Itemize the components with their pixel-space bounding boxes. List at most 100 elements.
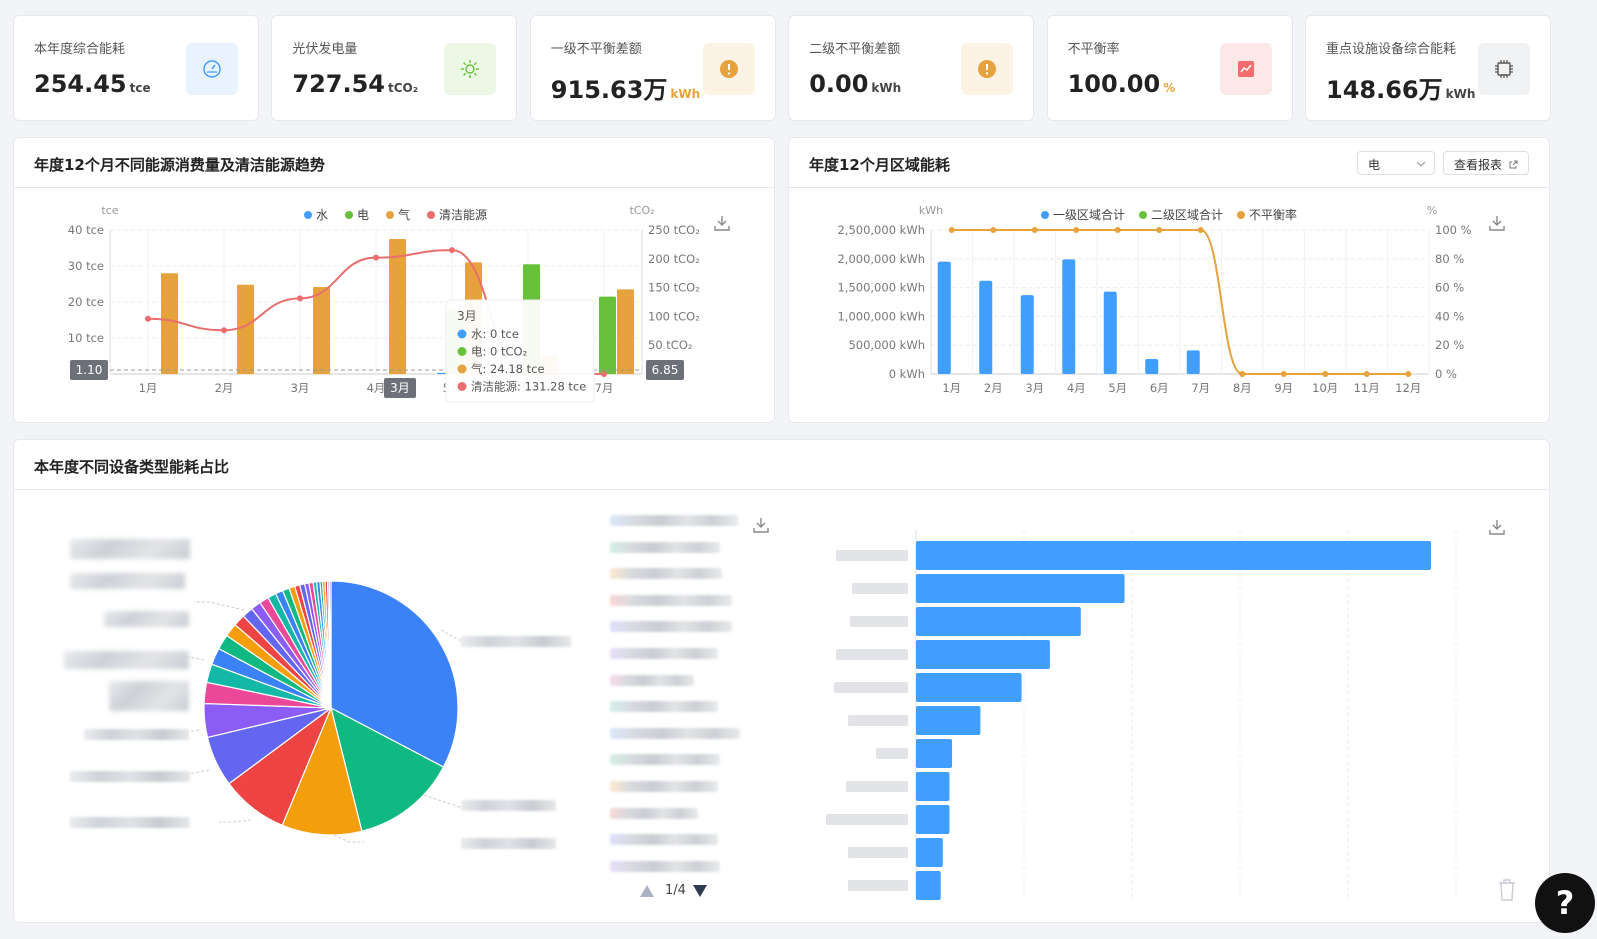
legend-pager: 1/4 [639, 881, 729, 901]
x-tick-label: 3月 [291, 381, 310, 395]
legend-item[interactable] [610, 541, 720, 553]
legend-item[interactable] [610, 674, 694, 686]
bar[interactable] [1103, 291, 1117, 374]
line-point[interactable] [1073, 227, 1080, 233]
pie-slice[interactable] [330, 580, 459, 768]
bar[interactable] [916, 871, 941, 900]
bar[interactable] [617, 289, 634, 374]
legend-marker[interactable] [1041, 211, 1049, 219]
legend-marker[interactable] [345, 211, 353, 219]
svg-text:1.10: 1.10 [76, 363, 103, 377]
bar[interactable] [916, 541, 1431, 570]
y-axis-right-label: % [1427, 204, 1437, 217]
legend-marker[interactable] [1139, 211, 1147, 219]
y-tick-label: 30 tce [68, 259, 104, 273]
bar[interactable] [916, 574, 1125, 603]
line-point[interactable] [990, 227, 997, 233]
divider [14, 187, 774, 188]
line-point[interactable] [221, 327, 227, 334]
legend-item[interactable] [610, 860, 720, 872]
trash-icon[interactable] [1496, 878, 1518, 902]
bar[interactable] [1020, 295, 1034, 374]
legend-label[interactable]: 不平衡率 [1249, 207, 1297, 222]
y-right-tick-label: 40 % [1435, 309, 1464, 323]
bar[interactable] [1145, 359, 1159, 374]
legend-label[interactable]: 气 [398, 207, 410, 222]
legend-item[interactable] [610, 515, 738, 526]
download-icon[interactable] [1489, 216, 1505, 231]
legend-label[interactable]: 二级区域合计 [1151, 207, 1223, 222]
y-right-tick-label: 200 tCO₂ [648, 252, 700, 266]
legend-item[interactable] [610, 834, 718, 846]
y-tick-label: 1,500,000 kWh [837, 281, 925, 295]
legend-item[interactable] [610, 621, 732, 633]
page-down-icon[interactable] [692, 883, 708, 899]
pie-slice[interactable] [281, 706, 363, 836]
legend-label[interactable]: 一级区域合计 [1053, 207, 1125, 222]
line-point[interactable] [1280, 371, 1287, 377]
bar[interactable] [1186, 350, 1200, 374]
legend-marker[interactable] [1237, 211, 1245, 219]
line-point[interactable] [1197, 227, 1204, 233]
help-button[interactable]: ? [1535, 873, 1595, 933]
bar[interactable] [1062, 259, 1076, 374]
line-point[interactable] [1031, 227, 1038, 233]
line-point[interactable] [1405, 371, 1412, 377]
legend-item[interactable] [610, 648, 718, 659]
legend-item[interactable] [610, 594, 732, 606]
device-ranking-bar-chart [826, 530, 1457, 900]
line-point[interactable] [601, 371, 607, 377]
line-point[interactable] [1239, 371, 1246, 377]
pie-slice[interactable] [328, 580, 332, 709]
page-up-icon[interactable] [639, 883, 655, 899]
bar[interactable] [313, 286, 330, 374]
line-point[interactable] [449, 247, 455, 254]
bar[interactable] [916, 673, 1022, 702]
bar[interactable] [916, 640, 1050, 669]
legend-item[interactable] [610, 701, 718, 713]
bar[interactable] [916, 739, 953, 768]
legend-label[interactable]: 水 [316, 208, 328, 222]
download-icon[interactable] [714, 216, 730, 231]
bar[interactable] [979, 280, 993, 374]
legend-item[interactable] [610, 568, 722, 580]
bar[interactable] [916, 805, 950, 834]
pie-slice-label [70, 539, 190, 559]
legend-label[interactable]: 清洁能源 [439, 208, 487, 222]
view-report-button[interactable]: 查看报表 [1443, 151, 1529, 175]
bar[interactable] [237, 284, 254, 374]
legend-marker[interactable] [427, 211, 435, 219]
bar[interactable] [389, 239, 406, 374]
svg-text:电: 0 tCO₂: 电: 0 tCO₂ [471, 345, 527, 359]
bar[interactable] [916, 772, 950, 801]
line-point[interactable] [1322, 371, 1329, 377]
bar[interactable] [161, 273, 178, 374]
bar[interactable] [937, 261, 951, 374]
bar[interactable] [599, 296, 616, 374]
bar[interactable] [916, 706, 981, 735]
legend-item[interactable] [610, 727, 740, 739]
legend-marker[interactable] [386, 211, 394, 219]
download-icon[interactable] [1488, 518, 1506, 536]
pie-slice[interactable] [330, 706, 445, 832]
line-point[interactable] [373, 254, 379, 261]
x-tick-label: 1月 [139, 381, 158, 395]
legend-label[interactable]: 电 [357, 208, 369, 222]
bar[interactable] [916, 838, 943, 867]
line-point[interactable] [297, 295, 303, 302]
legend-item[interactable] [610, 754, 720, 766]
energy-type-select[interactable]: 电 [1357, 151, 1435, 175]
line-point[interactable] [1363, 371, 1370, 377]
x-tick-label: 7月 [1191, 381, 1210, 395]
divider [789, 187, 1549, 188]
y-right-tick-label: 20 % [1435, 338, 1464, 352]
line-point[interactable] [145, 315, 151, 322]
line-point[interactable] [1114, 227, 1121, 233]
line-point[interactable] [1156, 227, 1163, 233]
bar[interactable] [916, 607, 1081, 636]
legend-item[interactable] [610, 807, 698, 819]
legend-item[interactable] [610, 781, 718, 792]
line-point[interactable] [948, 227, 955, 233]
legend-marker[interactable] [304, 211, 312, 219]
download-icon[interactable] [752, 516, 770, 534]
